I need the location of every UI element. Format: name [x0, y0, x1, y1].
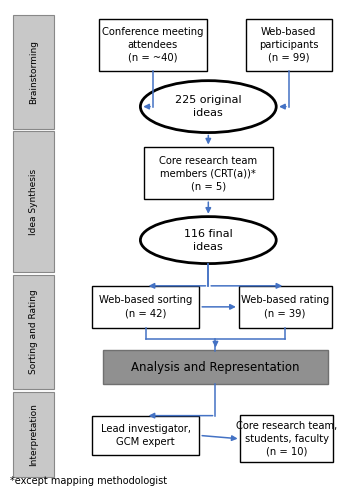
FancyBboxPatch shape — [13, 392, 54, 478]
Ellipse shape — [140, 80, 276, 132]
FancyBboxPatch shape — [144, 148, 273, 200]
Text: *except mapping methodologist: *except mapping methodologist — [10, 476, 167, 486]
FancyBboxPatch shape — [99, 19, 207, 71]
FancyBboxPatch shape — [246, 19, 332, 71]
Text: 116 final
ideas: 116 final ideas — [184, 228, 233, 252]
FancyBboxPatch shape — [13, 132, 54, 272]
Text: Core research team
members (CRT(a))*
(n = 5): Core research team members (CRT(a))* (n … — [159, 156, 257, 191]
FancyBboxPatch shape — [240, 416, 333, 463]
Text: Analysis and Representation: Analysis and Representation — [131, 360, 300, 374]
Text: Web-based sorting
(n = 42): Web-based sorting (n = 42) — [99, 296, 192, 318]
Text: Interpretation: Interpretation — [29, 403, 38, 466]
FancyBboxPatch shape — [103, 350, 328, 384]
Ellipse shape — [140, 216, 276, 264]
Text: Sorting and Rating: Sorting and Rating — [29, 290, 38, 374]
Text: Core research team,
students, faculty
(n = 10): Core research team, students, faculty (n… — [236, 421, 338, 456]
FancyBboxPatch shape — [92, 286, 199, 328]
Text: Web-based rating
(n = 39): Web-based rating (n = 39) — [241, 296, 329, 318]
FancyBboxPatch shape — [13, 15, 54, 129]
Text: Idea Synthesis: Idea Synthesis — [29, 168, 38, 235]
Text: Brainstorming: Brainstorming — [29, 40, 38, 104]
FancyBboxPatch shape — [13, 274, 54, 390]
FancyBboxPatch shape — [92, 416, 199, 455]
FancyBboxPatch shape — [239, 286, 332, 328]
Text: Lead investigator,
GCM expert: Lead investigator, GCM expert — [101, 424, 191, 447]
Text: 225 original
ideas: 225 original ideas — [175, 95, 242, 118]
Text: Web-based
participants
(n = 99): Web-based participants (n = 99) — [259, 27, 318, 63]
Text: Conference meeting
attendees
(n = ~40): Conference meeting attendees (n = ~40) — [102, 27, 204, 63]
